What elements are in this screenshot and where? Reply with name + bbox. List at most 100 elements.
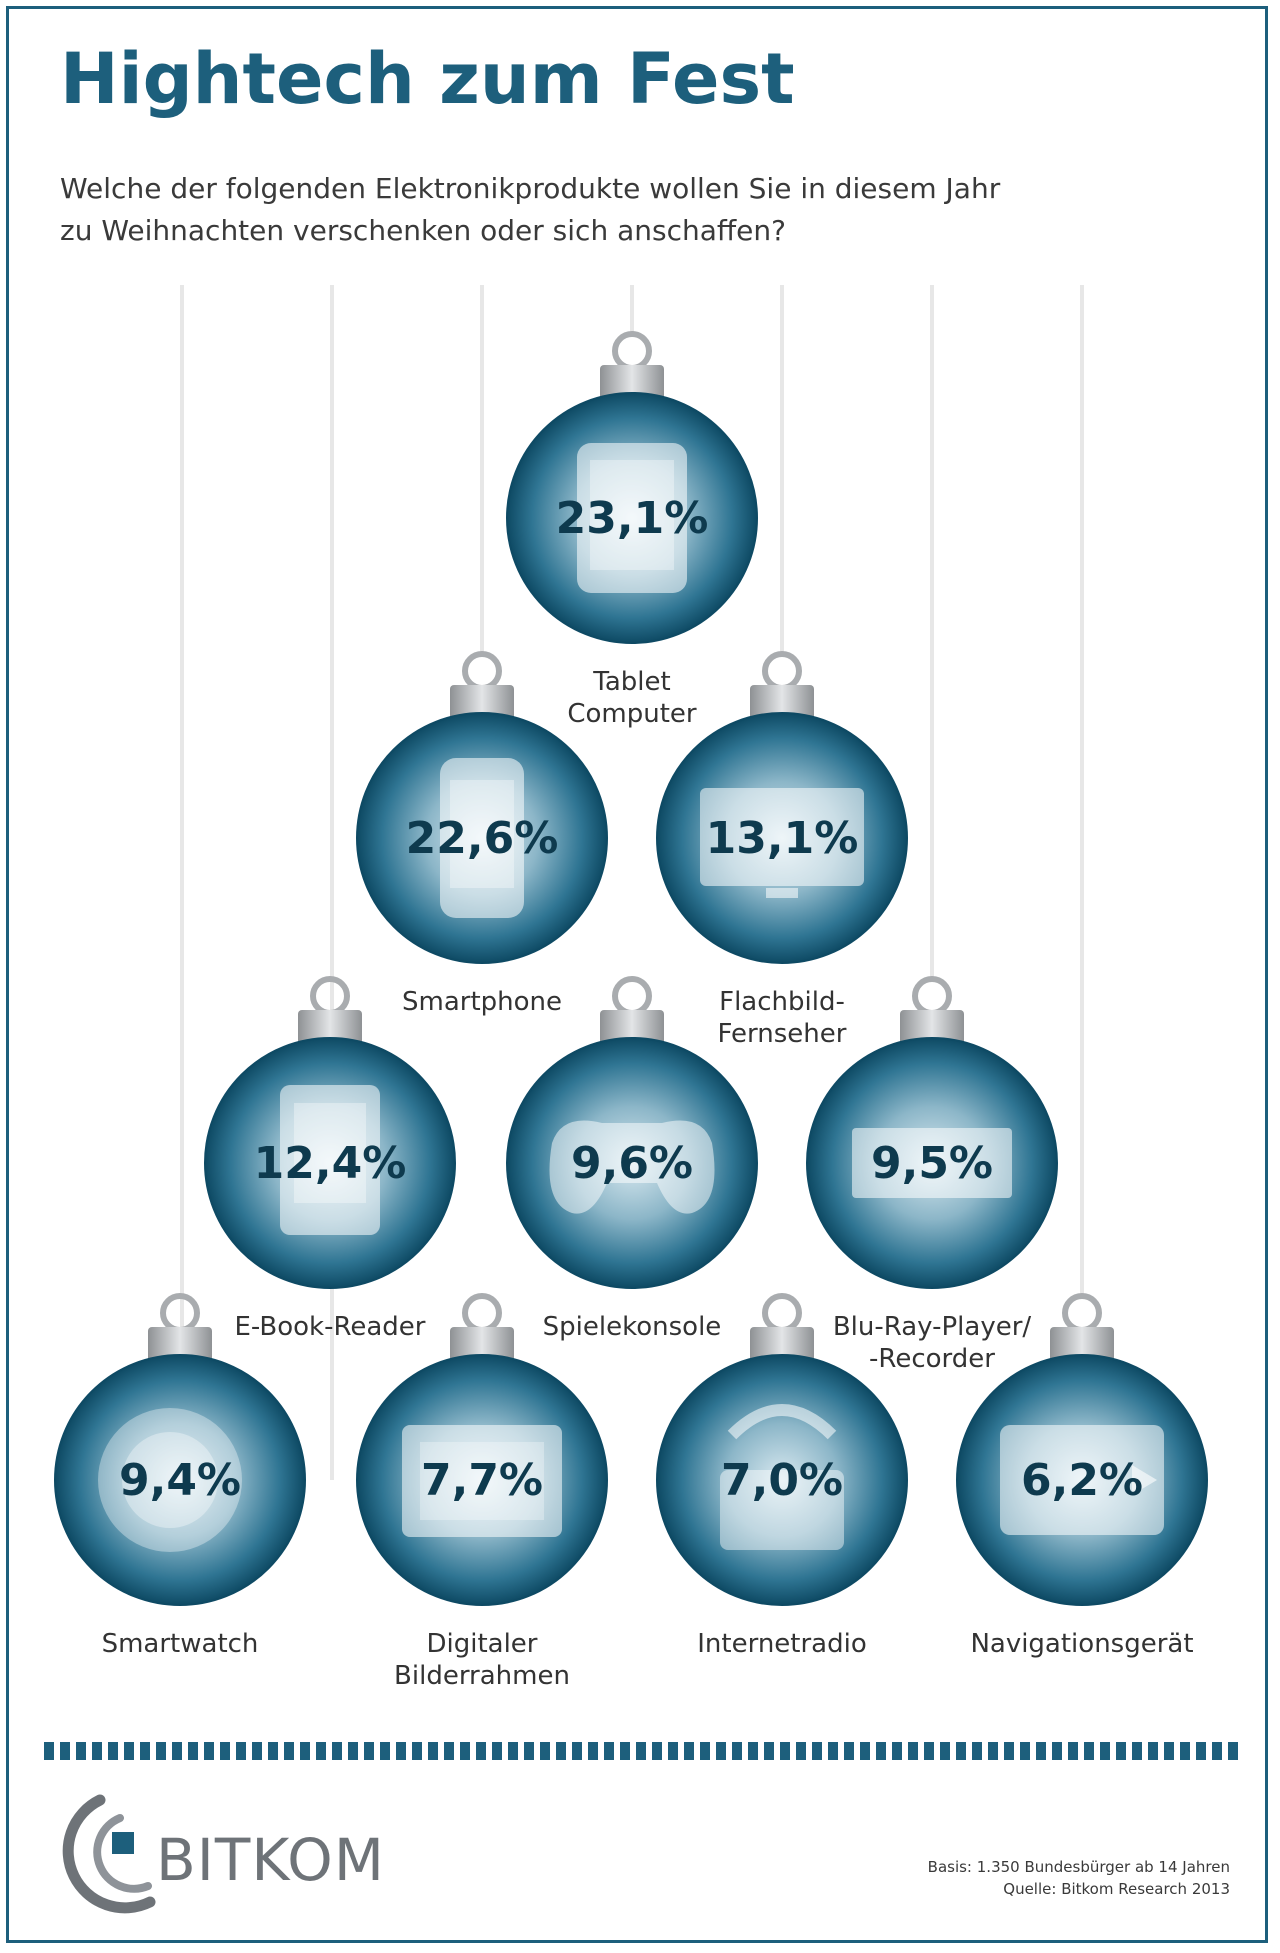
divider-dash [748,1742,758,1760]
category-label: Flachbild- [719,987,845,1017]
ornament-ball [54,1354,306,1606]
data-label: 13,1% [706,813,859,864]
category-label: E-Book-Reader [235,1312,426,1342]
divider-dash [812,1742,822,1760]
divider-dash [460,1742,470,1760]
divider-dash [1052,1742,1062,1760]
divider-dash [508,1742,518,1760]
divider-dash [124,1742,134,1760]
subtitle-line: zu Weihnachten verschenken oder sich ans… [60,214,787,247]
divider-dash [1084,1742,1094,1760]
smartphone-icon [440,758,524,918]
data-label: 23,1% [556,493,709,544]
divider-dash [332,1742,342,1760]
page-frame [6,6,1268,1943]
divider-dash [1100,1742,1110,1760]
divider-dash [1164,1742,1174,1760]
divider-dash [1228,1742,1238,1760]
divider-dash [844,1742,854,1760]
ornament-hook [1062,1293,1102,1333]
divider-dash [188,1742,198,1760]
divider-dash [572,1742,582,1760]
divider-dash [220,1742,230,1760]
divider-dash [284,1742,294,1760]
divider-dash [364,1742,374,1760]
source-note: Quelle: Bitkom Research 2013 [1003,1880,1230,1898]
ornament-hook [462,651,502,691]
basis-note: Basis: 1.350 Bundesbürger ab 14 Jahren [927,1858,1230,1876]
smartwatch-icon [98,1408,242,1552]
data-label: 7,7% [421,1455,543,1506]
picture-frame-icon [402,1425,562,1537]
divider-dash [60,1742,70,1760]
ornament: 9,4% Smartwatch [54,1293,306,1659]
divider-dash [988,1742,998,1760]
divider-dash [556,1742,566,1760]
ornament-ball [656,1354,908,1606]
divider-dash [652,1742,662,1760]
data-label: 12,4% [254,1138,407,1189]
divider-dash [1212,1742,1222,1760]
page-title: Hightech zum Fest [60,38,795,120]
divider-dash [300,1742,310,1760]
category-label: Fernseher [718,1019,847,1049]
divider-dash [1116,1742,1126,1760]
divider-dash [924,1742,934,1760]
ebook-icon [280,1085,380,1235]
divider-dash [204,1742,214,1760]
divider-dash [972,1742,982,1760]
category-label: Navigationsgerät [970,1629,1193,1659]
tv-icon [700,788,864,898]
divider-dash [1180,1742,1190,1760]
divider-dash [588,1742,598,1760]
data-label: 9,4% [119,1455,241,1506]
tablet-icon [577,443,687,593]
divider-dash [956,1742,966,1760]
gamepad-icon [549,1120,715,1214]
category-label: Smartwatch [102,1629,259,1659]
subtitle: Welche der folgenden Elektronikprodukte … [60,168,1210,252]
ornament-hook [462,1293,502,1333]
divider-dash [828,1742,838,1760]
data-label: 7,0% [721,1455,843,1506]
divider-dash [700,1742,710,1760]
divider-dash [636,1742,646,1760]
divider-dash [1004,1742,1014,1760]
data-label: 22,6% [406,813,559,864]
divider-dash [1148,1742,1158,1760]
ornament-hook [612,331,652,371]
divider-dash [1020,1742,1030,1760]
category-label: Tablet [592,667,670,697]
category-label: Computer [567,699,697,729]
divider-dash [796,1742,806,1760]
divider-dash [604,1742,614,1760]
ornament-hook [612,976,652,1016]
ornament-hook [762,1293,802,1333]
divider-dash [444,1742,454,1760]
ornament-hook [912,976,952,1016]
divider-dash [316,1742,326,1760]
divider-dash [1196,1742,1206,1760]
ornament: 9,5% Blu-Ray-Player/-Recorder [806,976,1058,1374]
ornament: 13,1% Flachbild-Fernseher [656,651,908,1049]
ornament: 12,4% E-Book-Reader [204,976,456,1342]
divider-dash [268,1742,278,1760]
divider-dash [1036,1742,1046,1760]
divider-dash [1068,1742,1078,1760]
divider-dash [476,1742,486,1760]
bitkom-logo-mark [62,1794,156,1914]
category-label: -Recorder [869,1344,995,1374]
divider-dash [412,1742,422,1760]
category-label: Smartphone [402,987,562,1017]
divider-dash [732,1742,742,1760]
navigation-icon [1000,1425,1164,1535]
category-label: Bilderrahmen [394,1661,570,1691]
divider-dash [140,1742,150,1760]
data-label: 6,2% [1021,1455,1143,1506]
divider-dash [524,1742,534,1760]
data-label: 9,5% [871,1138,993,1189]
subtitle-line: Welche der folgenden Elektronikprodukte … [60,172,1001,205]
divider-dash [396,1742,406,1760]
divider-dash [156,1742,166,1760]
